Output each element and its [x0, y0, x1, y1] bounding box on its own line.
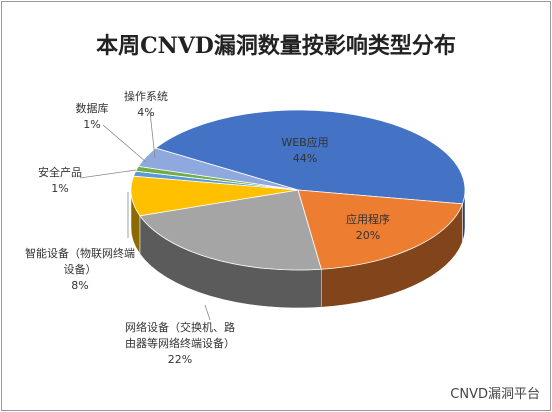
slice [137, 147, 299, 191]
leader-lines [79, 111, 211, 321]
value-label: 4% [137, 106, 155, 119]
slice [297, 189, 464, 270]
category-label: 网络设备（交换机、路由器等网络终端设备） [125, 321, 235, 350]
category-label: WEB应用 [281, 136, 329, 149]
value-label: 22% [167, 353, 193, 366]
category-label: 数据库 [75, 102, 109, 115]
value-label: 1% [83, 118, 101, 131]
data-label: 应用程序 20% [320, 212, 416, 244]
value-label: 44% [292, 152, 318, 165]
chart-title: 本周CNVD漏洞数量按影响类型分布 [96, 33, 456, 59]
slice [154, 109, 466, 205]
category-label: 安全产品 [38, 166, 82, 179]
data-label: 数据库 1% [52, 101, 132, 133]
value-label: 1% [51, 182, 69, 195]
category-label: 智能设备（物联网终端设备） [25, 247, 135, 276]
pie [130, 109, 466, 309]
category-label: 应用程序 [346, 213, 390, 226]
data-label: 智能设备（物联网终端设备） 8% [20, 246, 140, 294]
slice [139, 189, 322, 271]
value-label: 20% [355, 229, 381, 242]
data-label: 操作系统 4% [106, 89, 186, 121]
value-label: 8% [71, 279, 89, 292]
category-label: 操作系统 [124, 90, 168, 103]
data-label: WEB应用 44% [255, 135, 355, 167]
data-label: 网络设备（交换机、路由器等网络终端设备） 22% [122, 320, 238, 368]
data-label: 安全产品 1% [20, 165, 100, 197]
watermark: CNVD漏洞平台 [450, 387, 540, 402]
